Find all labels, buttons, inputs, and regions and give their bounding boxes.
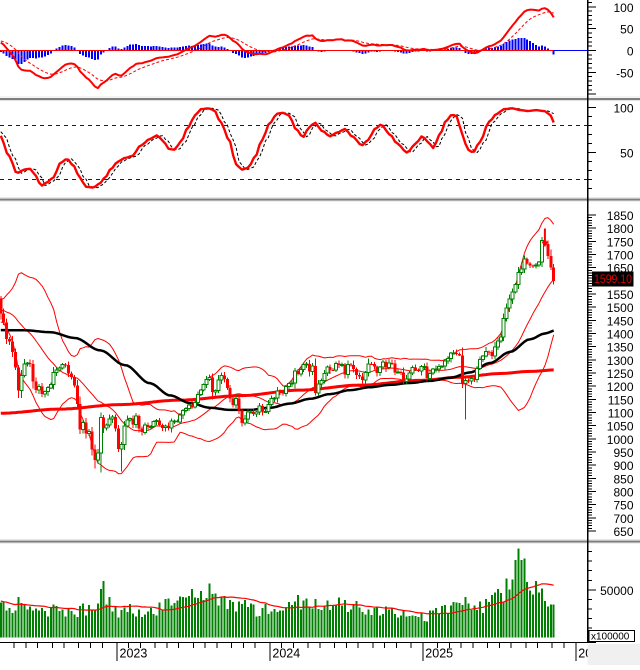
svg-text:850: 850 [613,472,633,486]
svg-text:1800: 1800 [607,222,634,236]
svg-text:650: 650 [613,525,633,539]
svg-text:1200: 1200 [607,380,634,394]
svg-text:1050: 1050 [607,420,634,434]
svg-text:1700: 1700 [607,249,634,263]
svg-text:700: 700 [613,512,633,526]
svg-text:2023: 2023 [120,647,148,661]
svg-text:1400: 1400 [607,328,634,342]
svg-text:900: 900 [613,459,633,473]
svg-text:50: 50 [620,147,634,161]
svg-text:100: 100 [613,1,633,15]
svg-text:1300: 1300 [607,354,634,368]
svg-text:950: 950 [613,446,633,460]
svg-text:-50: -50 [616,66,634,80]
svg-text:1500: 1500 [607,301,634,315]
svg-text:1599.10: 1599.10 [594,272,632,286]
svg-text:1450: 1450 [607,314,634,328]
svg-text:100: 100 [613,101,633,115]
svg-text:1250: 1250 [607,367,634,381]
svg-text:750: 750 [613,499,633,513]
svg-text:1100: 1100 [608,407,634,421]
svg-text:1350: 1350 [607,341,634,355]
svg-text:1550: 1550 [607,288,634,302]
svg-text:800: 800 [613,486,633,500]
svg-text:1150: 1150 [608,393,634,407]
svg-text:2024: 2024 [272,647,300,661]
svg-text:50000: 50000 [600,584,634,598]
svg-text:0: 0 [627,45,634,59]
svg-text:1000: 1000 [607,433,634,447]
svg-text:1750: 1750 [607,235,634,249]
svg-text:1850: 1850 [607,209,634,223]
svg-text:50: 50 [620,23,634,37]
svg-text:2025: 2025 [425,647,453,661]
svg-text:x100000: x100000 [591,632,630,643]
